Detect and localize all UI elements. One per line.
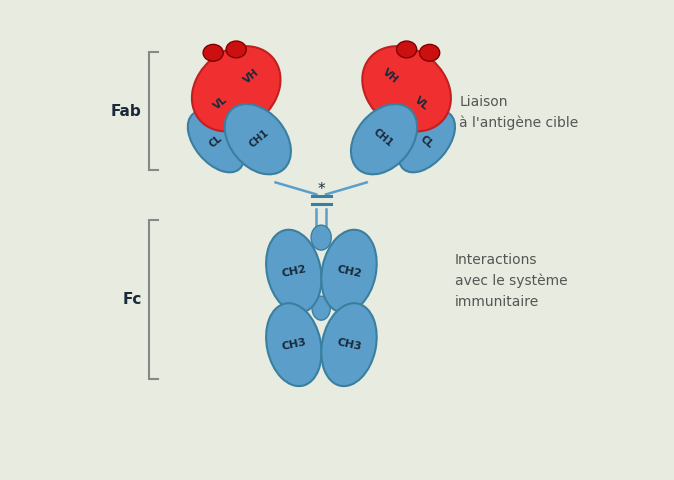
Text: *: * <box>317 182 325 197</box>
Text: CH3: CH3 <box>336 337 362 352</box>
Text: CH2: CH2 <box>336 264 363 279</box>
Text: CH1: CH1 <box>371 127 394 149</box>
Text: VL: VL <box>413 95 431 112</box>
Text: Fc: Fc <box>122 292 142 307</box>
Text: CH3: CH3 <box>280 337 307 352</box>
Text: CH1: CH1 <box>247 127 271 149</box>
Text: Fab: Fab <box>111 104 142 119</box>
Text: CL: CL <box>208 133 224 150</box>
Ellipse shape <box>363 46 451 132</box>
Ellipse shape <box>398 111 455 172</box>
Ellipse shape <box>321 303 377 386</box>
Ellipse shape <box>226 41 246 58</box>
Ellipse shape <box>266 230 321 312</box>
Text: Interactions
avec le système
immunitaire: Interactions avec le système immunitaire <box>454 253 568 309</box>
Ellipse shape <box>396 41 417 58</box>
Text: VH: VH <box>242 67 262 85</box>
Ellipse shape <box>203 44 223 61</box>
Text: VL: VL <box>212 95 230 112</box>
Text: VH: VH <box>381 67 400 85</box>
Ellipse shape <box>192 46 280 132</box>
Ellipse shape <box>321 230 377 312</box>
Ellipse shape <box>188 111 244 172</box>
Text: CH2: CH2 <box>280 264 307 279</box>
Ellipse shape <box>419 44 439 61</box>
Ellipse shape <box>311 225 331 250</box>
Ellipse shape <box>266 303 321 386</box>
Text: CL: CL <box>419 133 435 150</box>
Ellipse shape <box>312 296 330 320</box>
Text: Liaison
à l'antigène cible: Liaison à l'antigène cible <box>460 95 579 131</box>
Ellipse shape <box>351 104 417 174</box>
Ellipse shape <box>224 104 291 174</box>
